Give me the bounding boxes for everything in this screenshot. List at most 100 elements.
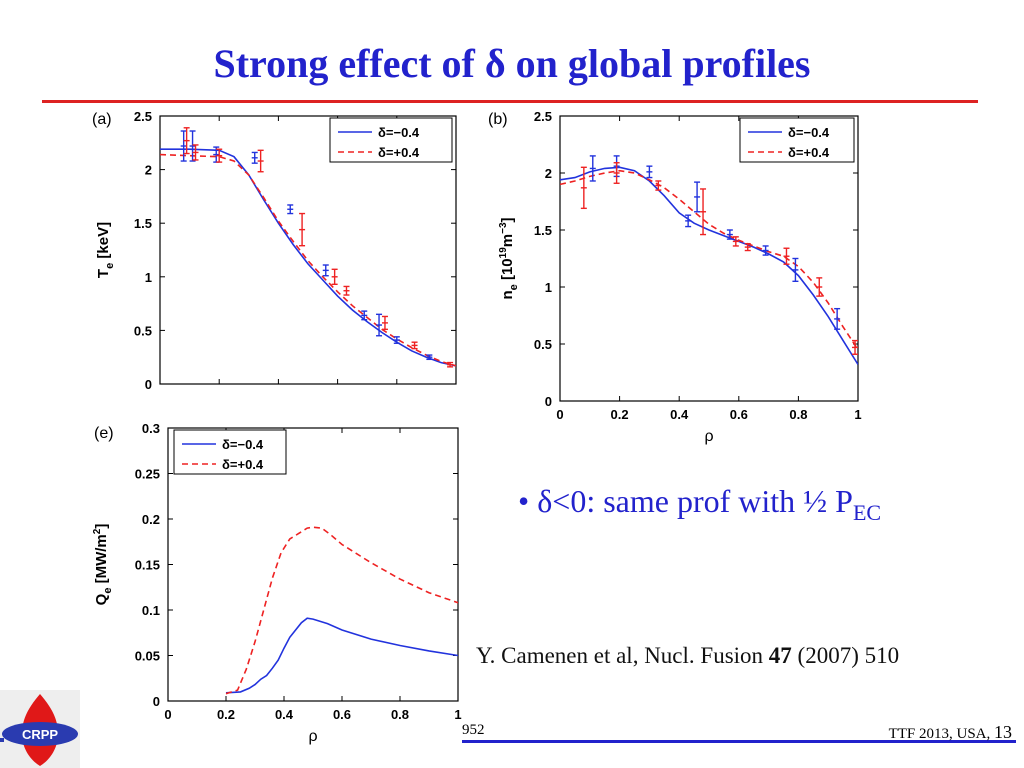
error-bar-delta-pos [783, 247, 790, 265]
y-tick-label: 0.5 [534, 337, 552, 352]
error-bar-delta-neg [287, 204, 294, 215]
bullet-subscript: EC [852, 500, 882, 525]
panel-label: (e) [94, 425, 114, 442]
y-tick-label: 0 [545, 394, 552, 409]
x-tick-label: 0.4 [275, 707, 294, 722]
y-tick-label: 0 [153, 694, 160, 709]
y-tick-label: 1 [145, 270, 152, 285]
crpp-logo: CRPP [0, 690, 80, 768]
citation-volume: 47 [768, 643, 792, 668]
x-tick-label: 0.8 [789, 407, 807, 422]
error-bar-delta-neg [589, 155, 596, 182]
y-tick-label: 0.1 [142, 603, 160, 618]
error-bar-delta-pos [852, 339, 858, 355]
error-bar-delta-neg [322, 264, 329, 277]
x-tick-label: 0.6 [730, 407, 748, 422]
y-tick-label: 2 [145, 163, 152, 178]
plot-area [560, 155, 858, 365]
chart-panel-e: (e) 0 0.05 0.1 0.15 0.2 0.25 0.3 0 0.2 0.4 0.6 0.8 1 δ… [92, 421, 462, 745]
chart-panel-a: (a) 0 0.5 1 1.5 2 2.5 δ=−0.4 δ=+0.4 Te [keV] [92, 109, 457, 392]
legend-box [739, 117, 855, 163]
legend-label: δ=+0.4 [788, 145, 830, 160]
series-line-delta-pos [560, 169, 858, 351]
plot-area [225, 526, 458, 695]
error-bar-delta-pos [580, 166, 587, 210]
bullet-text: δ<0: same prof with ½ P [537, 483, 853, 519]
y-tick-label: 0.25 [135, 467, 160, 482]
error-bar-delta-pos [744, 242, 751, 252]
x-tick-label: 1 [454, 707, 461, 722]
plot-area [160, 127, 456, 368]
x-tick-label: 0.8 [391, 707, 409, 722]
footer-right-text: TTF 2013, USA, 13 [889, 722, 1012, 743]
error-bar-delta-neg [792, 257, 799, 283]
error-bar-delta-neg [361, 310, 368, 321]
legend-label: δ=−0.4 [222, 437, 264, 452]
legend-box [173, 429, 287, 475]
error-bar-delta-neg [762, 245, 769, 256]
error-bar-delta-neg [393, 336, 400, 344]
x-tick-label: 0 [164, 707, 171, 722]
logo-mark [0, 738, 4, 742]
error-bar-delta-pos [411, 341, 418, 350]
error-bar-delta-pos [183, 127, 190, 155]
error-bar-delta-neg [685, 214, 692, 228]
bullet-marker: • [518, 483, 530, 519]
error-bar-delta-pos [343, 285, 350, 296]
error-bar-delta-neg [180, 130, 187, 162]
error-bar-delta-pos [216, 148, 223, 163]
error-bar-delta-neg [426, 354, 433, 361]
y-tick-label: 1.5 [134, 216, 152, 231]
error-bar-delta-neg [376, 313, 383, 337]
error-bar-delta-pos [331, 268, 338, 286]
x-tick-label: 0.2 [217, 707, 235, 722]
footer-rule [462, 740, 1016, 743]
footer-conference: TTF 2013, USA, [888, 726, 994, 742]
y-tick-label: 1 [545, 280, 552, 295]
y-axis-label: ne [1019m−3] [498, 217, 520, 299]
series-line-delta-neg [160, 148, 456, 367]
error-bar-delta-pos [257, 149, 264, 173]
y-axis-label: Te [keV] [95, 222, 116, 278]
y-tick-label: 0 [145, 377, 152, 392]
x-tick-label: 0.6 [333, 707, 351, 722]
y-tick-label: 2.5 [534, 109, 552, 124]
page-number: 13 [994, 722, 1012, 742]
y-tick-label: 0.2 [142, 512, 160, 527]
x-tick-label: 0 [556, 407, 563, 422]
error-bar-delta-pos [447, 361, 454, 368]
error-bar-delta-neg [834, 307, 841, 330]
citation: Y. Camenen et al, Nucl. Fusion 47 (2007)… [476, 643, 899, 669]
chart-panel-b: (b) 0 0.5 1 1.5 2 2.5 0 0.2 0.4 0.6 0.8 1 δ=−0.4 δ=+0.… [488, 109, 862, 445]
title-underline [42, 100, 978, 103]
error-bar-delta-pos [299, 212, 306, 247]
y-tick-label: 0.3 [142, 421, 160, 436]
y-tick-label: 0.15 [135, 558, 160, 573]
legend-box [329, 117, 453, 163]
legend-label: δ=+0.4 [378, 145, 420, 160]
error-bar-delta-pos [700, 188, 707, 236]
y-tick-label: 2.5 [134, 109, 152, 124]
x-axis-label: ρ [704, 428, 713, 445]
error-bar-delta-pos [816, 277, 823, 297]
error-bar-delta-neg [646, 165, 653, 179]
y-axis-label: Qe [MW/m2] [92, 524, 114, 606]
logo-ellipse [2, 722, 78, 746]
bullet-point: • δ<0: same prof with ½ PEC [518, 483, 881, 526]
error-bar-delta-neg [251, 151, 258, 164]
y-tick-label: 1.5 [534, 223, 552, 238]
error-bar-delta-pos [613, 162, 620, 184]
plot-frame [559, 115, 859, 402]
series-line-delta-neg [560, 166, 858, 365]
error-bar-delta-pos [732, 236, 739, 247]
legend-label: δ=−0.4 [378, 125, 420, 140]
legend-label: δ=+0.4 [222, 457, 264, 472]
footer-left-text: 952 [462, 722, 485, 738]
x-tick-label: 1 [854, 407, 861, 422]
error-bar-delta-neg [694, 181, 701, 213]
slide-title: Strong effect of δ on global profiles [213, 41, 811, 86]
x-tick-label: 0.2 [611, 407, 629, 422]
panel-label: (a) [92, 111, 112, 128]
series-line-delta-neg [225, 617, 458, 694]
x-axis-label: ρ [308, 728, 317, 745]
